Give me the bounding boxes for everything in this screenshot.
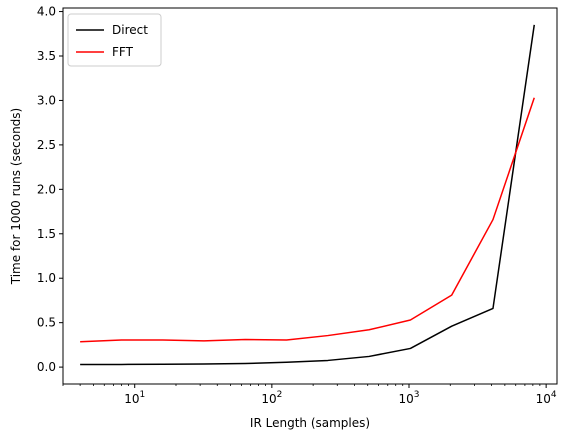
plot-frame [62, 7, 558, 385]
y-tick-label: 1.0 [37, 271, 56, 285]
y-tick-label: 2.5 [37, 138, 56, 152]
legend: Direct FFT [67, 13, 162, 67]
legend-label-fft: FFT [112, 45, 134, 59]
x-tick-exponent: 1 [139, 390, 145, 400]
y-tick-label: 0.0 [37, 360, 56, 374]
y-tick-label: 3.5 [37, 49, 56, 63]
x-tick-exponent: 3 [414, 390, 420, 400]
legend-label-direct: Direct [112, 23, 148, 37]
x-tick-exponent: 4 [551, 390, 557, 400]
series-lines [80, 24, 536, 366]
y-tick-label: 0.5 [37, 316, 56, 330]
y-axis-title: Time for 1000 runs (seconds) [9, 108, 23, 285]
x-axis-title: IR Length (samples) [250, 416, 370, 430]
y-tick-label: 2.0 [37, 182, 56, 196]
y-tick-label: 3.0 [37, 93, 56, 107]
y-tick-label: 1.5 [37, 227, 56, 241]
y-tick-label: 4.0 [37, 5, 56, 19]
series-line-fft [80, 97, 535, 343]
series-line-direct [80, 24, 536, 366]
x-tick-exponent: 2 [277, 390, 283, 400]
legend-box [67, 13, 162, 67]
